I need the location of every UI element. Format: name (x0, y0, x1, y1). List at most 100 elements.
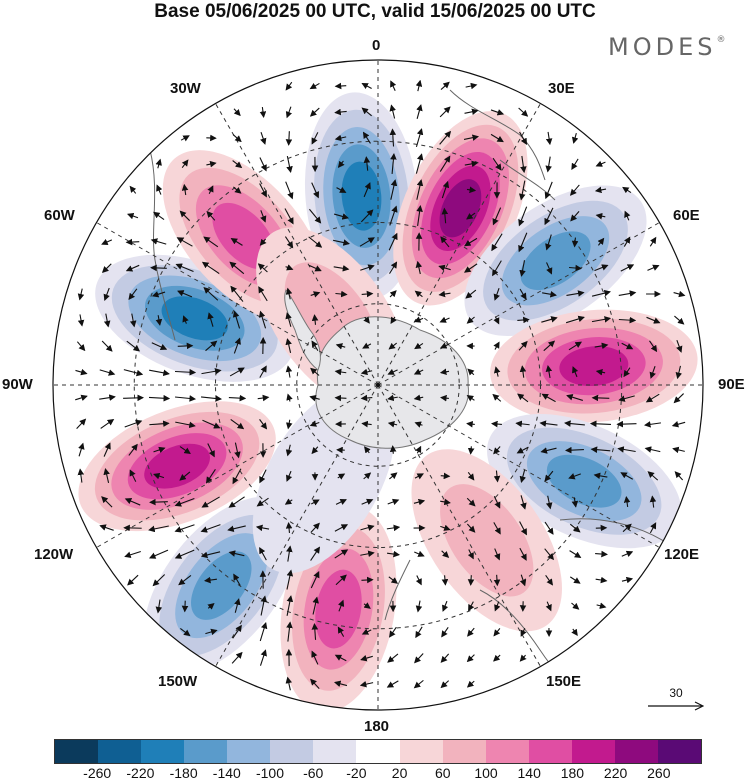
wind-vector (544, 207, 554, 226)
wind-vector (259, 183, 267, 198)
wind-vector (103, 287, 110, 301)
wind-vector (675, 365, 683, 380)
wind-vector (493, 522, 501, 535)
wind-vector (311, 314, 319, 325)
wind-vector (363, 316, 370, 324)
wind-vector (388, 576, 399, 584)
colorbar-tick-label: 100 (474, 765, 498, 781)
wind-vector (285, 264, 294, 271)
wind-vector (284, 208, 294, 225)
wind-vector (389, 445, 397, 454)
wind-vector (390, 152, 397, 175)
wind-vector (285, 444, 293, 457)
wind-vector (388, 342, 398, 350)
wind-vector (227, 525, 246, 533)
wind-vector (519, 547, 527, 561)
wind-vector (336, 186, 347, 193)
wind-vector (390, 179, 398, 200)
wind-vector (647, 471, 659, 481)
wind-vector (149, 369, 170, 377)
meridian-line (96, 384, 379, 548)
wind-vector (153, 446, 166, 454)
wind-vector (286, 545, 293, 562)
wind-vector (149, 420, 170, 427)
wind-vector (545, 601, 552, 612)
wind-vector (441, 550, 450, 558)
wind-vector (493, 288, 500, 301)
wind-vector (414, 290, 423, 298)
wind-vector (99, 369, 116, 376)
wind-vector (310, 678, 320, 689)
wind-vector (520, 155, 527, 174)
wind-vector (309, 82, 320, 90)
wind-vector (361, 83, 372, 90)
colorbar-swatch (657, 740, 701, 763)
wind-vector (621, 550, 634, 557)
wind-vector (76, 341, 86, 352)
wind-vector (360, 209, 374, 223)
wind-vector (335, 574, 347, 586)
wind-vector (518, 107, 529, 117)
wind-vector (569, 550, 582, 558)
wind-vector (155, 158, 162, 169)
wind-vector (519, 574, 527, 587)
lon-label-120e: 120E (664, 546, 700, 563)
wind-vector (387, 368, 398, 375)
wind-vector (203, 576, 217, 584)
lon-label-0: 0 (372, 37, 381, 54)
wind-vector (440, 394, 449, 402)
wind-vector (286, 393, 293, 402)
colorbar-tick-label: 60 (435, 765, 451, 781)
wind-vector (284, 498, 293, 505)
wind-vector (493, 341, 500, 350)
wind-vector (519, 365, 527, 378)
wind-vector (518, 232, 528, 253)
wind-vector (413, 316, 424, 323)
wind-vector (413, 498, 426, 506)
wind-vector (233, 337, 241, 354)
wind-vector (649, 365, 656, 379)
wind-vector (200, 395, 223, 402)
wind-vector (207, 185, 214, 195)
wind-vector (467, 549, 474, 560)
wind-vector (152, 574, 166, 587)
wind-vector (515, 420, 530, 428)
polar-map (52, 59, 704, 711)
wind-vector (493, 446, 501, 455)
wind-vector (361, 420, 372, 428)
wind-vector (101, 496, 113, 508)
wind-vector (362, 131, 371, 144)
wind-vector (180, 135, 190, 142)
wind-vector (545, 495, 553, 510)
wind-vector (440, 472, 451, 480)
wind-vector (542, 290, 557, 298)
wind-vector (388, 232, 398, 251)
wind-vector (101, 340, 113, 352)
wind-vector (618, 395, 635, 402)
wind-vector (545, 156, 552, 173)
wind-vector (387, 653, 399, 663)
wind-vector (285, 312, 292, 327)
wind-vector (416, 205, 423, 226)
wind-vector (415, 260, 423, 275)
wind-vector (464, 108, 479, 116)
wind-vector (103, 468, 110, 484)
wind-vector (361, 576, 374, 584)
map-boundary (52, 59, 704, 711)
wind-vector (493, 654, 501, 662)
wind-vector (389, 104, 396, 119)
wind-vector (413, 394, 424, 402)
wind-vector (333, 213, 349, 220)
lon-label-90e: 90E (718, 376, 745, 393)
wind-vector (360, 264, 375, 271)
wind-vector (439, 106, 451, 118)
meridian-line (377, 384, 541, 667)
wind-vector (439, 130, 452, 145)
wind-vector (415, 575, 422, 586)
wind-vector (415, 626, 423, 639)
colorbar-swatch (485, 740, 529, 763)
wind-vector (441, 627, 449, 638)
wind-vector (156, 184, 163, 195)
wind-vector (148, 525, 169, 533)
colorbar-swatch (141, 740, 185, 763)
